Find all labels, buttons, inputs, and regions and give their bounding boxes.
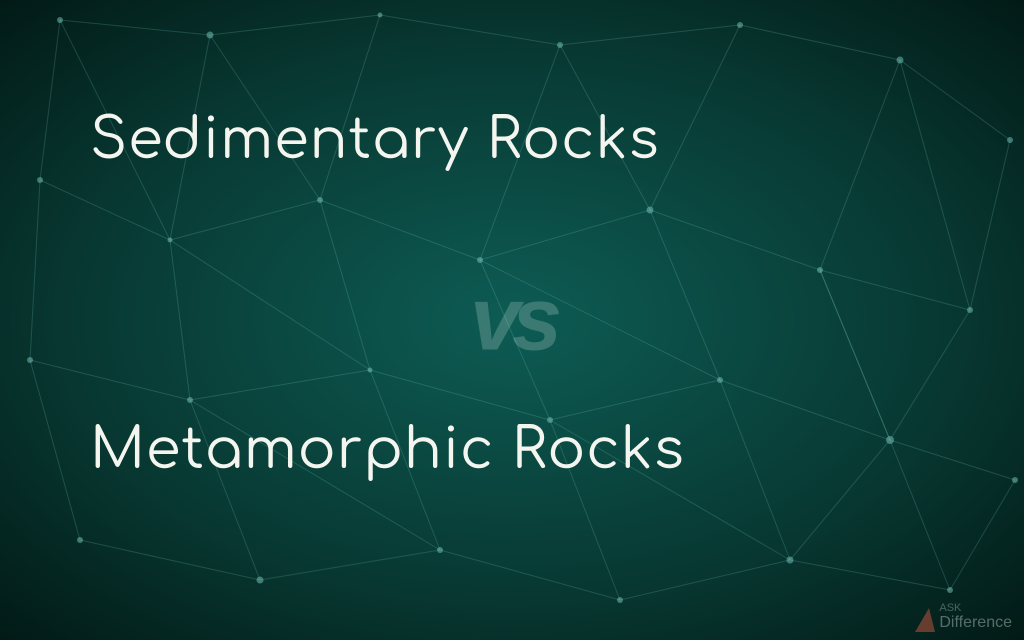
watermark: ASK Difference <box>915 602 1012 632</box>
term-1: Sedimentary Rocks <box>90 110 660 172</box>
term-2: Metamorphic Rocks <box>90 420 685 482</box>
watermark-line1: ASK <box>939 602 1012 614</box>
vs-separator: vs <box>470 269 554 372</box>
watermark-logo-icon <box>915 608 935 632</box>
watermark-line2: Difference <box>939 614 1012 632</box>
watermark-text: ASK Difference <box>939 602 1012 632</box>
comparison-card: Sedimentary Rocks vs Metamorphic Rocks <box>0 0 1024 640</box>
